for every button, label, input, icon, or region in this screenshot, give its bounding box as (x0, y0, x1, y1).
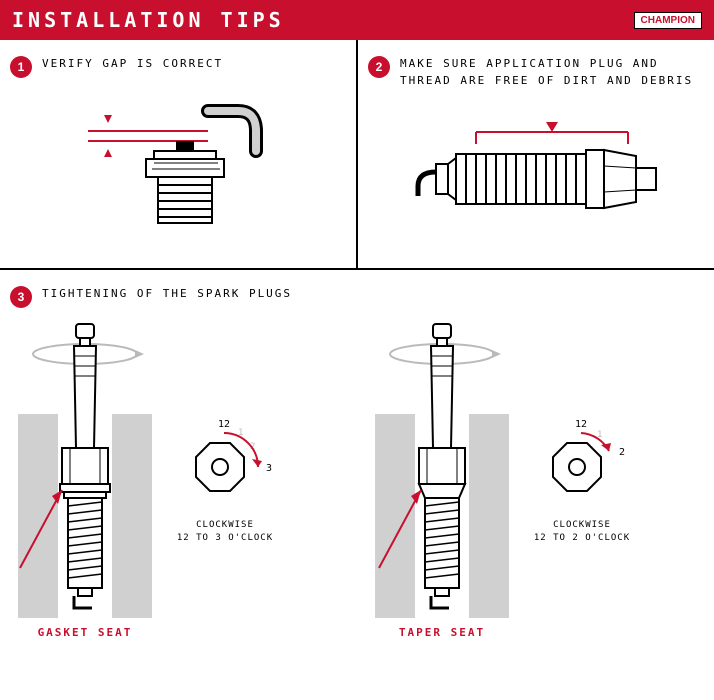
gasket-range: 12 TO 3 O'CLOCK (177, 533, 273, 543)
gasket-seat-section: GASKET SEAT 12 1 2 3 CLOCKWISE 12 (10, 318, 347, 639)
taper-plug-illustration (367, 318, 517, 618)
gasket-direction: CLOCKWISE (196, 520, 254, 530)
taper-clock-illustration: 12 1 2 (527, 413, 637, 513)
taper-clock-column: 12 1 2 CLOCKWISE 12 TO 2 O'CLOCK (527, 413, 637, 544)
gasket-clock-illustration: 12 1 2 3 (170, 413, 280, 513)
bottom-content: GASKET SEAT 12 1 2 3 CLOCKWISE 12 (10, 318, 704, 639)
step-3-header: 3 TIGHTENING OF THE SPARK PLUGS (10, 286, 704, 308)
step-2-number: 2 (368, 56, 390, 78)
taper-direction: CLOCKWISE (553, 520, 611, 530)
svg-text:12: 12 (575, 419, 587, 430)
gasket-clock-column: 12 1 2 3 CLOCKWISE 12 TO 3 O'CLOCK (170, 413, 280, 544)
taper-range: 12 TO 2 O'CLOCK (534, 533, 630, 543)
step-3-text: TIGHTENING OF THE SPARK PLUGS (42, 286, 292, 303)
gasket-plug-column: GASKET SEAT (10, 318, 160, 639)
gasket-plug-illustration (10, 318, 160, 618)
panel-step-3: 3 TIGHTENING OF THE SPARK PLUGS (0, 270, 714, 655)
page-title: INSTALLATION TIPS (12, 8, 285, 32)
clock-3-label: 3 (266, 463, 272, 474)
brand-logo: CHAMPION (634, 12, 702, 29)
step-1-number: 1 (10, 56, 32, 78)
step-2-text: MAKE SURE APPLICATION PLUG AND THREAD AR… (400, 56, 704, 89)
panel-step-1: 1 VERIFY GAP IS CORRECT (0, 40, 358, 268)
top-row: 1 VERIFY GAP IS CORRECT (0, 40, 714, 270)
step-1-text: VERIFY GAP IS CORRECT (42, 56, 223, 73)
step-2-illustration (368, 99, 704, 249)
taper-plug-column: TAPER SEAT (367, 318, 517, 639)
gasket-clock-text: CLOCKWISE 12 TO 3 O'CLOCK (177, 519, 273, 544)
taper-seat-section: TAPER SEAT 12 1 2 CLOCKWISE 12 TO 2 O'CL… (367, 318, 704, 639)
panel-step-2: 2 MAKE SURE APPLICATION PLUG AND THREAD … (358, 40, 714, 268)
step-1-header: 1 VERIFY GAP IS CORRECT (10, 56, 346, 78)
taper-clock-text: CLOCKWISE 12 TO 2 O'CLOCK (534, 519, 630, 544)
gasket-seat-label: GASKET SEAT (38, 626, 133, 639)
taper-seat-label: TAPER SEAT (399, 626, 485, 639)
step-3-number: 3 (10, 286, 32, 308)
step-1-illustration (10, 88, 346, 238)
header-bar: INSTALLATION TIPS CHAMPION (0, 0, 714, 40)
step-2-header: 2 MAKE SURE APPLICATION PLUG AND THREAD … (368, 56, 704, 89)
svg-text:2: 2 (619, 447, 625, 458)
clock-12-label: 12 (218, 419, 230, 430)
